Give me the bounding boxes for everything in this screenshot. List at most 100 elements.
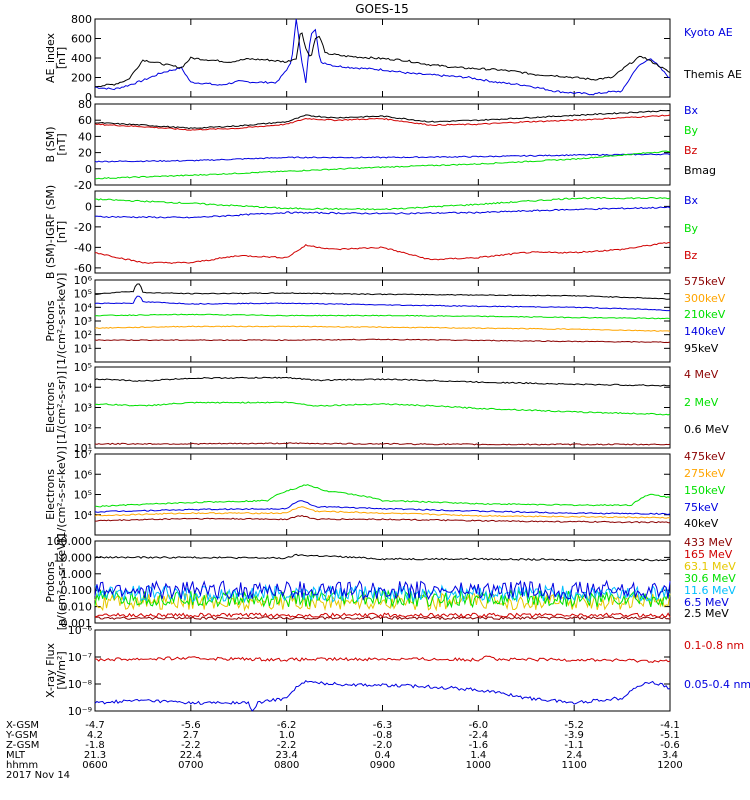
y-axis-label-line2: [1/(cm²-s-sr)] <box>55 371 68 444</box>
legend-entry: 11.6 MeV <box>684 584 736 597</box>
series-2-mev <box>94 401 671 416</box>
series-4-mev <box>94 442 671 446</box>
ephemeris-value: -6.2 <box>277 720 297 731</box>
y-tick-label: 40 <box>78 130 92 143</box>
y-axis-label: Protons[p/(cm²-s-sr-keV)] <box>44 534 68 631</box>
y-tick-label: 0.100 <box>61 584 93 597</box>
series-75kev <box>94 500 671 516</box>
legend-entry: Bz <box>684 249 698 262</box>
legend-entry: 140keV <box>684 325 726 338</box>
ephemeris-value: 0600 <box>82 760 107 771</box>
series-475kev <box>95 514 671 524</box>
panel-electrons_low: 10⁴ 10⁵ 10⁶ 10⁷ Electrons[1/(cm²-s-sr-keV)] 4… <box>44 446 726 543</box>
y-axis-label: X-ray Flux[W/m²] <box>44 642 68 698</box>
y-tick-label: 10⁵ <box>74 489 92 502</box>
panel-frame <box>94 540 671 624</box>
ephemeris-row-label: hhmm <box>6 760 38 771</box>
ephemeris-value: 23.4 <box>276 750 298 761</box>
y-tick-label: 10³ <box>74 315 92 328</box>
y-axis-label-line1: X-ray Flux <box>44 642 57 698</box>
y-tick-label: 10⁶ <box>74 274 93 287</box>
ephemeris-row-label: X-GSM <box>6 720 39 731</box>
y-tick-label: 10⁵ <box>74 361 92 374</box>
panel-frame <box>94 629 671 712</box>
y-tick-label: 0 <box>85 91 92 104</box>
y-axis-label-line2: [nT] <box>55 221 68 243</box>
ephemeris-value: 0700 <box>178 760 203 771</box>
ephemeris-value: -1.8 <box>85 740 105 751</box>
legend-entry: 0.6 MeV <box>684 423 729 436</box>
y-axis-label: B (SM)[nT] <box>44 126 68 162</box>
y-axis-label: Electrons[1/(cm²-s-sr)] <box>44 371 68 444</box>
series-2-5-mev <box>94 553 671 562</box>
legend-entry: 300keV <box>684 292 726 305</box>
ephemeris-value: -0.6 <box>660 740 680 751</box>
ephemeris-row-label: Y-GSM <box>5 730 38 741</box>
y-tick-label: 100.000 <box>47 535 93 548</box>
legend-entry: 0.1-0.8 nm <box>684 639 744 652</box>
ephemeris-value: -6.3 <box>373 720 393 731</box>
panel-protons_high: 0.0010.0100.1001.00010.000100.000Protons… <box>44 534 736 631</box>
ephemeris-value: 3.4 <box>662 750 678 761</box>
ephemeris-value: -5.2 <box>564 720 584 731</box>
y-tick-label: 10⁻⁷ <box>68 651 92 664</box>
ephemeris-row-label: MLT <box>6 750 26 761</box>
y-axis-label: B (SM)-IGRF (SM)[nT] <box>44 185 68 279</box>
legend-entry: 475keV <box>684 450 726 463</box>
series-by <box>94 150 671 180</box>
ephemeris-value: -0.8 <box>373 730 393 741</box>
y-tick-label: 0.010 <box>61 601 93 614</box>
y-tick-label: -20 <box>74 221 92 234</box>
ephemeris-value: 1.0 <box>279 730 295 741</box>
legend-entry: 275keV <box>684 467 726 480</box>
ephemeris-value: 2.7 <box>183 730 199 741</box>
ephemeris-value: 21.3 <box>84 750 106 761</box>
legend-entry: Bz <box>684 144 698 157</box>
y-tick-label: 800 <box>71 13 92 26</box>
ephemeris-value: -6.0 <box>469 720 489 731</box>
y-axis-label-line2: [nT] <box>55 133 68 155</box>
y-tick-label: 80 <box>78 98 92 111</box>
y-axis-label-line1: B (SM) <box>44 126 57 162</box>
y-tick-label: 10⁻⁶ <box>68 624 93 637</box>
legend-entry: 63.1 MeV <box>684 560 736 573</box>
legend-entry: 4 MeV <box>684 368 719 381</box>
y-tick-label: 10.000 <box>54 551 93 564</box>
legend-entry: 0.05-0.4 nm <box>684 678 750 691</box>
ephemeris-value: 1.4 <box>470 750 486 761</box>
ephemeris-value: -5.6 <box>181 720 201 731</box>
series-0-05-0-4-nm <box>94 680 671 712</box>
ephemeris-value: 1100 <box>561 760 586 771</box>
y-tick-label: -60 <box>74 262 92 275</box>
ephemeris-value: -4.7 <box>85 720 105 731</box>
panel-b_sm: -20 0 20 40 60 80 B (SM)[nT] Bx By Bz Bmag <box>44 98 716 192</box>
ephemeris-value: -2.0 <box>373 740 393 751</box>
y-axis-label: AE_index[nT] <box>44 32 68 83</box>
y-tick-label: 10⁵ <box>74 288 92 301</box>
y-axis-label-line2: [p/(cm²-s-sr-keV)] <box>55 534 68 631</box>
y-axis-label: Electrons[1/(cm²-s-sr-keV)] <box>44 446 68 543</box>
series-kyoto-ae <box>95 18 671 96</box>
ephemeris-value: 1000 <box>466 760 491 771</box>
legend-entry: 6.5 MeV <box>684 596 729 609</box>
y-tick-label: 10⁴ <box>74 509 93 522</box>
series-6-5-mev <box>94 579 671 601</box>
ephemeris-value: -3.9 <box>564 730 584 741</box>
ephemeris-value: -4.1 <box>660 720 680 731</box>
legend-entry: Bmag <box>684 164 716 177</box>
series-210kev <box>94 313 671 320</box>
panel-frame <box>94 453 671 536</box>
y-axis-label-line1: Protons <box>44 300 57 341</box>
y-tick-label: 60 <box>78 114 92 127</box>
legend-entry: 95keV <box>684 342 719 355</box>
y-tick-label: 0 <box>85 200 92 213</box>
y-axis-label-line2: [1/(cm²-s-sr-keV)] <box>55 446 68 543</box>
y-tick-label: 10² <box>74 329 92 342</box>
series-30-6-mev <box>94 589 671 609</box>
legend-entry: 75keV <box>684 501 719 514</box>
y-tick-label: 400 <box>71 52 92 65</box>
y-tick-label: 600 <box>71 33 92 46</box>
legend-entry: 150keV <box>684 484 726 497</box>
